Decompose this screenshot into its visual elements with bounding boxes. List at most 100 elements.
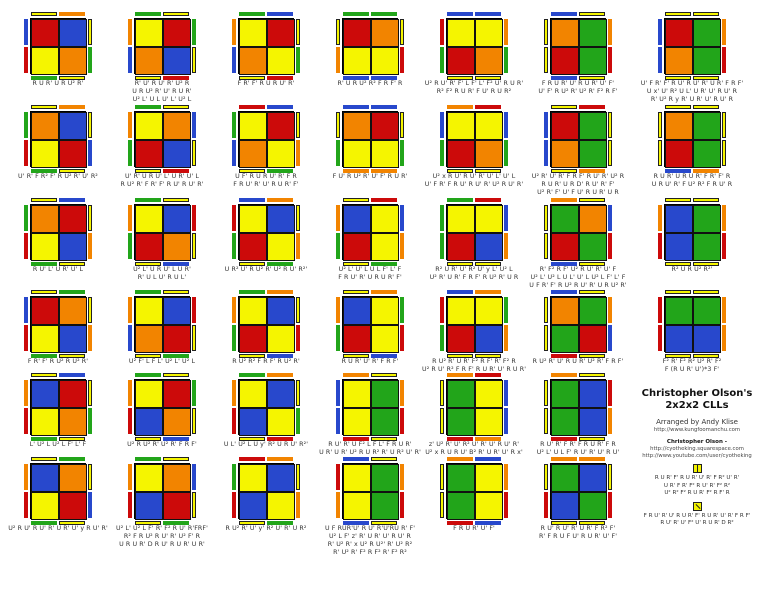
- side-sticker: [163, 290, 189, 294]
- side-sticker: [579, 76, 605, 80]
- arranged-url[interactable]: http://www.kungfoomanchu.com: [653, 427, 741, 433]
- top-face: [664, 204, 721, 261]
- side-sticker: [551, 354, 577, 358]
- sticker: [59, 464, 87, 492]
- algorithm-line: U² L' U' L U L F' L' F: [338, 266, 402, 273]
- side-sticker: [163, 12, 189, 16]
- sticker: [447, 233, 475, 261]
- side-sticker: [658, 297, 662, 323]
- side-sticker: [128, 112, 132, 138]
- author-url-1[interactable]: http://cyotheking.squarespace.com: [650, 446, 744, 452]
- algorithm-line: R U' R' U F² L F L' F R U R': [328, 441, 412, 448]
- algorithm-line: U² R' F' U' F U' R U R' U R: [537, 189, 619, 196]
- cube-diagram: [24, 457, 92, 525]
- side-sticker: [336, 233, 340, 259]
- cll-case: R² U R U² R²': [640, 198, 744, 274]
- sticker: [163, 140, 191, 168]
- side-sticker: [135, 198, 161, 202]
- top-face: [30, 463, 87, 520]
- sticker: [665, 205, 693, 233]
- cll-case: F R U R' U' F': [422, 457, 526, 533]
- side-sticker: [24, 205, 28, 231]
- algorithm-line: F U' R U² R' U' F' R U R': [332, 173, 408, 180]
- cube-diagram: [440, 198, 508, 266]
- cube-diagram: [128, 12, 196, 80]
- side-sticker: [447, 105, 473, 109]
- side-sticker: [343, 521, 369, 525]
- cube-diagram: [232, 290, 300, 358]
- side-sticker: [608, 380, 612, 406]
- side-sticker: [440, 19, 444, 45]
- side-sticker: [608, 325, 612, 351]
- side-sticker: [658, 233, 662, 259]
- side-sticker: [163, 373, 189, 377]
- top-face: [550, 111, 607, 168]
- side-sticker: [192, 325, 196, 351]
- author-url-2[interactable]: http://www.youtube.com/user/cyotheking: [642, 453, 752, 459]
- sticker: [551, 112, 579, 140]
- side-sticker: [239, 290, 265, 294]
- side-sticker: [267, 290, 293, 294]
- side-sticker: [192, 464, 196, 490]
- side-sticker: [128, 205, 132, 231]
- algorithm-line: R U' L' U R' U' L: [32, 266, 84, 273]
- sticker: [267, 380, 295, 408]
- sticker: [693, 19, 721, 47]
- extra-alg-2-line-2: R U' R' U' F² U' R U R' D R²: [660, 520, 734, 526]
- side-sticker: [59, 12, 85, 16]
- side-sticker: [551, 521, 577, 525]
- side-sticker: [88, 325, 92, 351]
- side-sticker: [192, 233, 196, 259]
- cube-diagram: [24, 105, 92, 173]
- sticker: [579, 47, 607, 75]
- side-sticker: [31, 262, 57, 266]
- algorithm-line: U' R' U R U' L' U R' U' L: [124, 173, 200, 180]
- side-sticker: [579, 290, 605, 294]
- cll-case: R' U R U² R² F R F' R: [318, 12, 422, 88]
- cll-case: R U² R' U R' F² R F' R' F² R U² R U' R² F…: [422, 290, 526, 374]
- side-sticker: [551, 437, 577, 441]
- side-sticker: [475, 76, 501, 80]
- side-sticker: [371, 169, 397, 173]
- side-sticker: [239, 105, 265, 109]
- sticker: [693, 233, 721, 261]
- top-face: [446, 204, 503, 261]
- title-line-2: 2x2x2 CLLs: [665, 400, 729, 411]
- sticker: [551, 297, 579, 325]
- side-sticker: [163, 457, 189, 461]
- cll-case: L' U² L U² L F' L' F: [6, 373, 110, 449]
- sticker: [665, 112, 693, 140]
- algorithm-line: U R U² R' U' R U R': [132, 88, 192, 95]
- side-sticker: [475, 437, 501, 441]
- side-sticker: [579, 262, 605, 266]
- side-sticker: [447, 354, 473, 358]
- side-sticker: [658, 325, 662, 351]
- sticker: [135, 464, 163, 492]
- sticker: [551, 325, 579, 353]
- side-sticker: [400, 408, 404, 434]
- side-sticker: [343, 76, 369, 80]
- side-sticker: [447, 198, 473, 202]
- cube-diagram: [24, 373, 92, 441]
- side-sticker: [24, 112, 28, 138]
- side-sticker: [608, 112, 612, 138]
- side-sticker: [128, 380, 132, 406]
- top-face: [134, 296, 191, 353]
- sticker: [163, 297, 191, 325]
- side-sticker: [722, 47, 726, 73]
- algorithm-line: U² L' U L F' R U' R' U' R U': [536, 449, 620, 456]
- side-sticker: [551, 457, 577, 461]
- side-sticker: [447, 437, 473, 441]
- sticker: [267, 112, 295, 140]
- sticker: [267, 140, 295, 168]
- side-sticker: [371, 12, 397, 16]
- algorithm-line: U R U R' D R U' R U R' U R': [119, 541, 205, 548]
- side-sticker: [336, 112, 340, 138]
- sticker: [693, 140, 721, 168]
- top-face: [550, 296, 607, 353]
- sticker: [163, 325, 191, 353]
- sticker: [135, 140, 163, 168]
